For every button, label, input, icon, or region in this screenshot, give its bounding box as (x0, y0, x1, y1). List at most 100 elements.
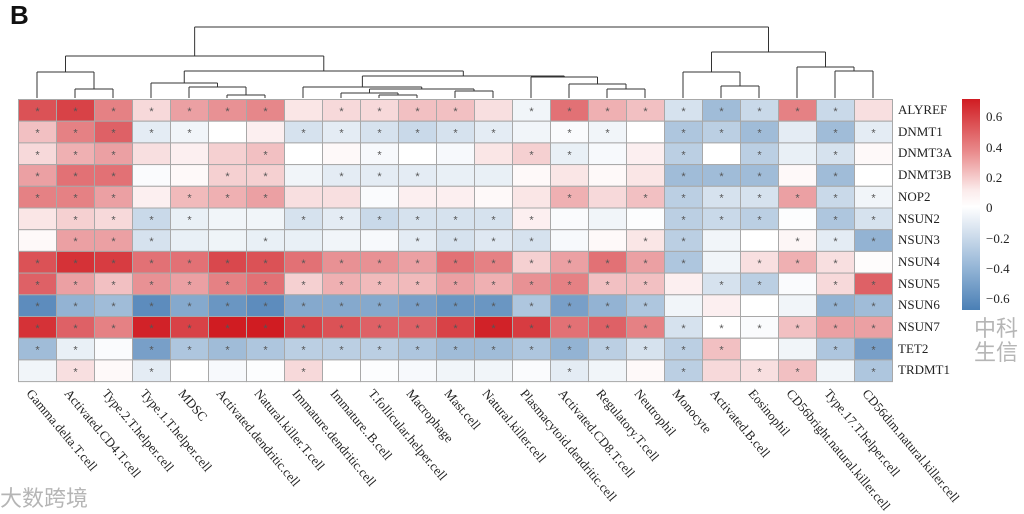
significance-marker: * (263, 323, 268, 335)
significance-marker: * (567, 149, 572, 161)
significance-marker: * (149, 214, 154, 226)
row-label: NSUN5 (898, 275, 940, 291)
heatmap-cell-NSUN6-17 (664, 294, 703, 318)
significance-marker: * (719, 106, 724, 118)
heatmap-cell-NSUN3-15 (588, 229, 627, 252)
significance-marker: * (833, 323, 838, 335)
significance-marker: * (643, 106, 648, 118)
significance-marker: * (35, 345, 40, 357)
heatmap-cell-TRDMT1-16 (626, 359, 665, 383)
significance-marker: * (263, 236, 268, 248)
significance-marker: * (567, 323, 572, 335)
significance-marker: * (149, 258, 154, 270)
significance-marker: * (73, 171, 78, 183)
significance-marker: * (377, 149, 382, 161)
significance-marker: * (149, 366, 154, 378)
significance-marker: * (149, 301, 154, 313)
heatmap-cell-DNMT3B-7 (284, 164, 323, 187)
significance-marker: * (263, 258, 268, 270)
heatmap-cell-TRDMT1-2 (94, 359, 133, 383)
significance-marker: * (719, 345, 724, 357)
significance-marker: * (111, 128, 116, 140)
watermark-right: 中科生信 (974, 317, 1019, 366)
significance-marker: * (605, 301, 610, 313)
significance-marker: * (453, 128, 458, 140)
column-label: MDSC (175, 386, 211, 424)
significance-marker: * (73, 193, 78, 205)
significance-marker: * (605, 323, 610, 335)
significance-marker: * (529, 149, 534, 161)
significance-marker: * (187, 193, 192, 205)
significance-marker: * (225, 345, 230, 357)
significance-marker: * (263, 193, 268, 205)
significance-marker: * (149, 128, 154, 140)
significance-marker: * (301, 366, 306, 378)
heatmap-cell-NOP2-10 (398, 185, 437, 209)
significance-marker: * (187, 345, 192, 357)
significance-marker: * (681, 366, 686, 378)
significance-marker: * (263, 149, 268, 161)
significance-marker: * (111, 149, 116, 161)
heatmap-cell-TRDMT1-6 (246, 359, 285, 383)
significance-marker: * (35, 258, 40, 270)
significance-marker: * (415, 106, 420, 118)
heatmap-cell-ALYREF-7 (284, 99, 323, 122)
significance-marker: * (643, 345, 648, 357)
significance-marker: * (757, 258, 762, 270)
significance-marker: * (605, 258, 610, 270)
heatmap-cell-DNMT3A-5 (208, 142, 247, 166)
significance-marker: * (35, 149, 40, 161)
significance-marker: * (263, 301, 268, 313)
heatmap-cell-NSUN2-0 (18, 207, 57, 231)
heatmap-cell-DNMT3A-20 (778, 142, 817, 166)
significance-marker: * (453, 236, 458, 248)
heatmap-cell-DNMT3B-15 (588, 164, 627, 187)
significance-marker: * (605, 345, 610, 357)
heatmap-cell-NSUN3-19 (740, 229, 779, 252)
row-label: NSUN6 (898, 297, 940, 313)
heatmap-cell-TRDMT1-22 (854, 359, 893, 383)
significance-marker: * (149, 106, 154, 118)
significance-marker: * (491, 258, 496, 270)
significance-marker: * (415, 128, 420, 140)
significance-marker: * (833, 301, 838, 313)
heatmap-cell-DNMT3A-18 (702, 142, 741, 166)
row-label: NSUN7 (898, 319, 940, 334)
significance-marker: * (681, 193, 686, 205)
significance-marker: * (871, 279, 876, 291)
significance-marker: * (605, 279, 610, 291)
heatmap-cell-NSUN4-22 (854, 250, 893, 274)
significance-marker: * (643, 193, 648, 205)
heatmap-cell-TRDMT1-4 (170, 359, 209, 383)
significance-marker: * (225, 323, 230, 335)
significance-marker: * (111, 323, 116, 335)
column-dendrogram (36, 26, 874, 98)
significance-marker: * (719, 171, 724, 183)
significance-marker: * (73, 345, 78, 357)
panel-label: B (10, 0, 29, 30)
significance-marker: * (491, 236, 496, 248)
significance-marker: * (149, 279, 154, 291)
significance-marker: * (263, 279, 268, 291)
significance-marker: * (529, 279, 534, 291)
heatmap-cell-NSUN2-16 (626, 207, 665, 231)
heatmap-cell-NOP2-15 (588, 185, 627, 209)
significance-marker: * (833, 236, 838, 248)
significance-marker: * (491, 128, 496, 140)
significance-marker: * (681, 171, 686, 183)
heatmap-cell-DNMT1-13 (512, 120, 551, 144)
heatmap-cell-NSUN6-18 (702, 294, 741, 318)
significance-marker: * (681, 236, 686, 248)
heatmap-cell-TRDMT1-10 (398, 359, 437, 383)
row-label: DNMT3B (898, 167, 952, 183)
significance-marker: * (795, 366, 800, 378)
significance-marker: * (415, 279, 420, 291)
significance-marker: * (453, 301, 458, 313)
significance-marker: * (73, 128, 78, 140)
significance-marker: * (567, 279, 572, 291)
significance-marker: * (795, 106, 800, 118)
heatmap-cell-NOP2-9 (360, 185, 399, 209)
heatmap-cell-ALYREF-12 (474, 99, 513, 122)
significance-marker: * (339, 323, 344, 335)
significance-marker: * (757, 214, 762, 226)
